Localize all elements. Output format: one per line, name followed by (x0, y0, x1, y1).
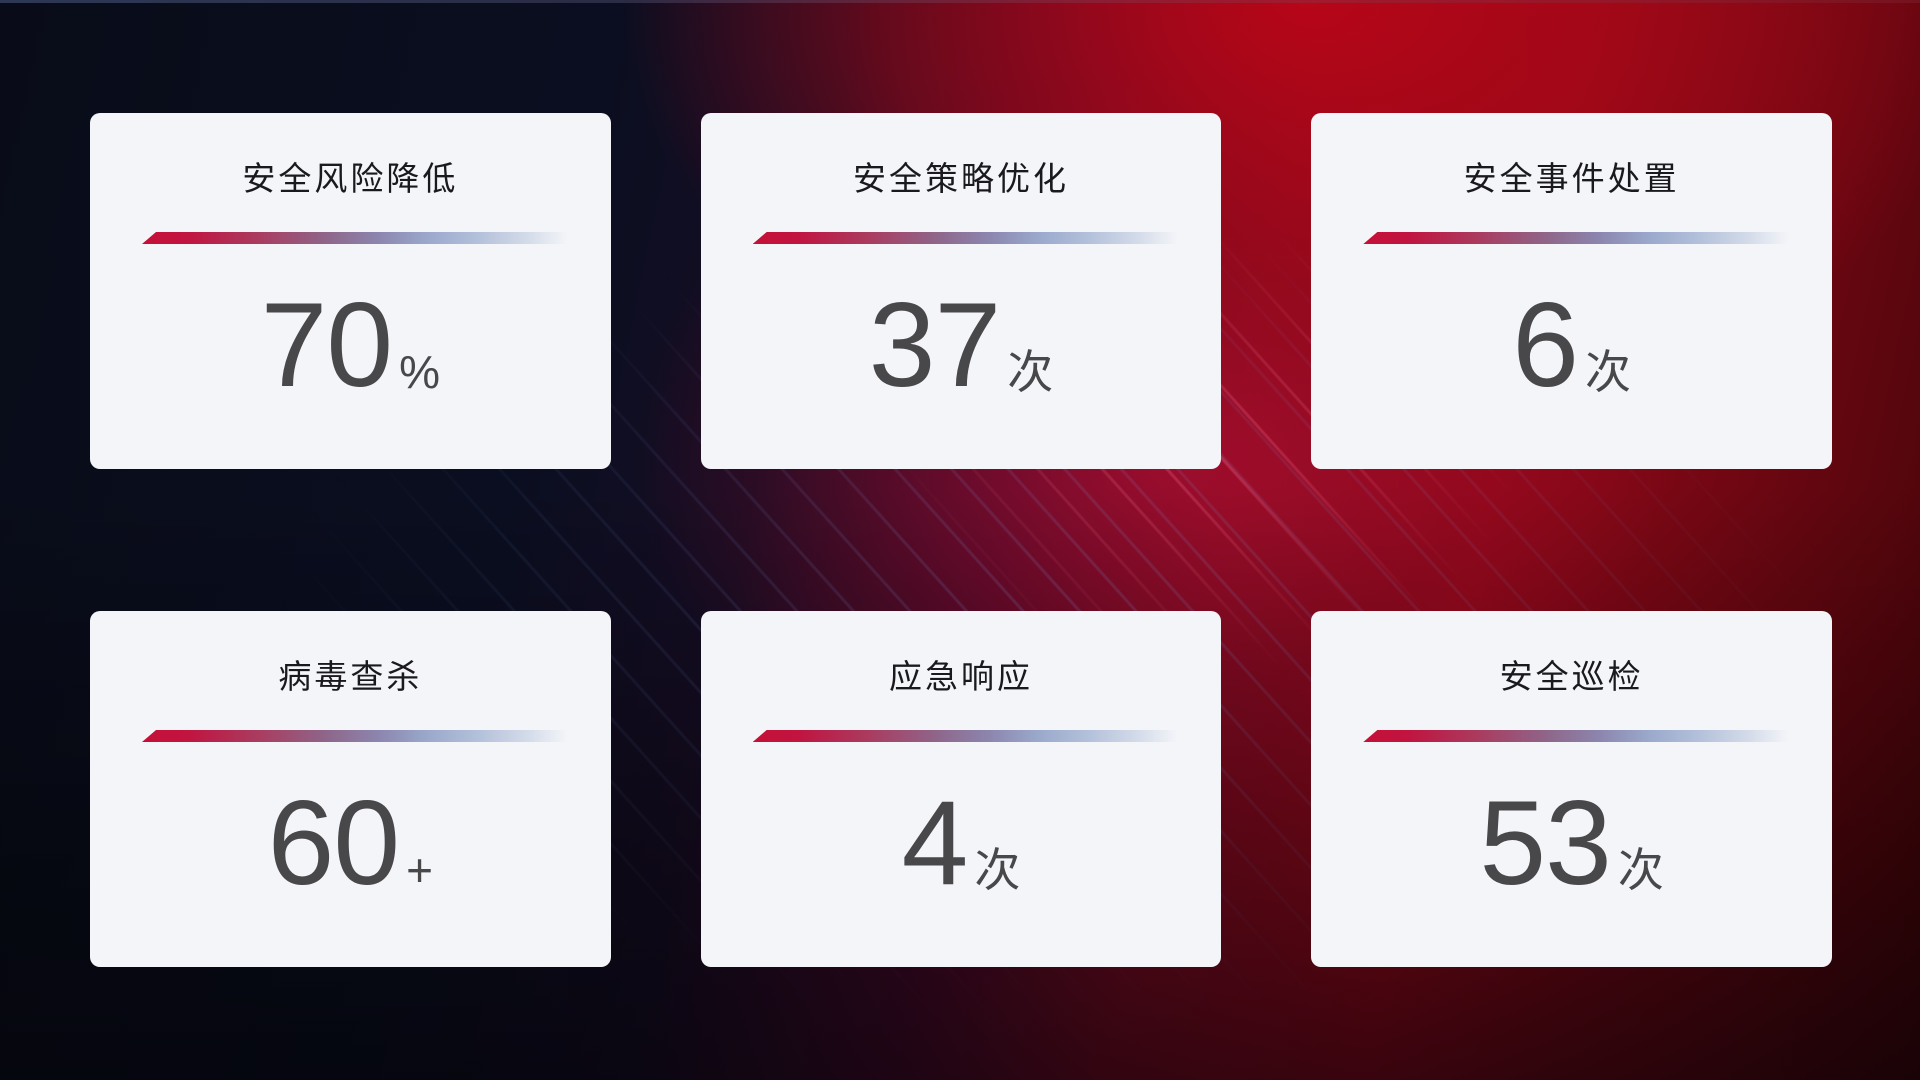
stat-value-number: 37 (868, 278, 1001, 412)
background-bottom-line (0, 0, 1920, 3)
stat-card-security-risk-reduction: 安全风险降低 70 % (90, 113, 611, 469)
stat-value: 60 + (90, 783, 611, 903)
gradient-divider (1363, 730, 1816, 742)
stat-value: 70 % (90, 285, 611, 405)
stat-value: 6 次 (1311, 285, 1832, 405)
stat-value-number: 53 (1479, 776, 1611, 910)
stat-card-emergency-response: 应急响应 4 次 (700, 611, 1222, 967)
stat-value-unit: 次 (1617, 844, 1664, 896)
stat-value-unit: + (406, 844, 433, 896)
stat-card-security-inspection: 安全巡检 53 次 (1311, 611, 1832, 967)
stat-card-security-policy-optimization: 安全策略优化 37 次 (700, 113, 1222, 469)
stat-value-number: 6 (1512, 278, 1579, 412)
stat-value: 37 次 (701, 285, 1222, 405)
stat-card-title: 安全巡检 (1499, 658, 1644, 695)
stat-card-security-incident-handling: 安全事件处置 6 次 (1311, 113, 1832, 469)
gradient-divider (752, 232, 1206, 244)
stat-value-number: 70 (260, 278, 393, 412)
stat-value-number: 4 (901, 776, 969, 910)
stat-value: 53 次 (1311, 783, 1832, 903)
stat-card-title: 病毒查杀 (278, 658, 423, 695)
stat-card-title: 安全策略优化 (852, 160, 1069, 197)
stat-value-unit: 次 (974, 844, 1021, 896)
gradient-divider (142, 730, 595, 742)
stat-value: 4 次 (701, 783, 1222, 903)
stat-card-title: 应急响应 (888, 658, 1033, 695)
gradient-divider (1363, 232, 1816, 244)
stat-value-number: 60 (267, 776, 400, 910)
stat-card-title: 安全风险降低 (242, 160, 459, 197)
gradient-divider (752, 730, 1206, 742)
stat-card-title: 安全事件处置 (1463, 160, 1680, 197)
stat-value-unit: 次 (1585, 346, 1632, 398)
gradient-divider (142, 232, 595, 244)
stat-value-unit: 次 (1007, 346, 1054, 398)
stat-value-unit: % (399, 346, 441, 398)
stat-card-virus-scan: 病毒查杀 60 + (90, 611, 611, 967)
